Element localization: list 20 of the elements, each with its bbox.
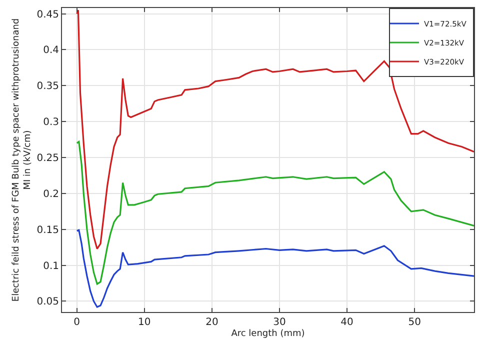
x-tick-label: 20	[206, 317, 218, 328]
y-tick-label: 0.2	[43, 188, 59, 200]
x-tick-label: 10	[138, 317, 151, 328]
line-series	[76, 9, 474, 250]
y-tick-label: 0.1	[43, 260, 59, 272]
x-axis-title: Arc length (mm)	[231, 328, 305, 339]
y-tick-label: 0.05	[36, 296, 59, 308]
y-tick-label: 0.25	[36, 152, 59, 164]
y-tick-label: 0.45	[36, 9, 59, 20]
x-tick-label: 0	[74, 317, 80, 328]
line-series	[76, 229, 474, 308]
y-tick-label: 0.35	[36, 81, 59, 92]
line-series	[76, 140, 474, 285]
x-tick-label: 30	[273, 317, 286, 328]
y-tick-label: 0.4	[43, 45, 59, 56]
x-tick-label: 40	[340, 317, 354, 328]
y-tick-label: 0.15	[36, 224, 59, 236]
y-tick-label: 0.3	[43, 117, 59, 128]
y-axis-title: Electric feild stress of FGM Bulb type spacer withprotrusionand MI in (kV/cm)	[11, 18, 34, 302]
x-tick-label: 50	[408, 317, 421, 328]
